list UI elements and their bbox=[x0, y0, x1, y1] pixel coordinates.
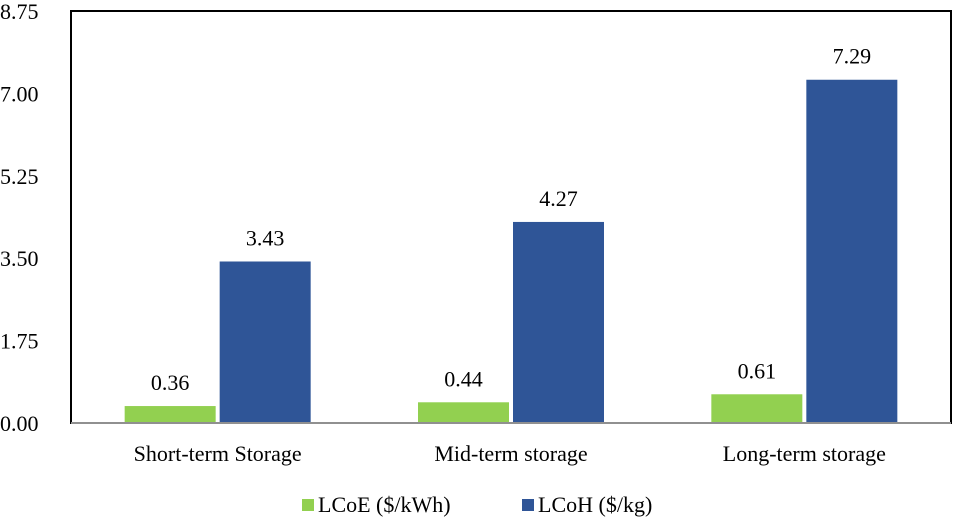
y-tick-label: 8.75 bbox=[0, 0, 39, 24]
legend-swatch bbox=[522, 499, 534, 511]
bar-lcoh bbox=[219, 261, 311, 423]
data-label: 7.29 bbox=[833, 44, 872, 69]
y-axis: 0.00 1.75 3.50 5.25 7.00 8.75 bbox=[0, 0, 39, 436]
data-label: 3.43 bbox=[246, 225, 285, 250]
x-tick-label: Mid-term storage bbox=[434, 441, 587, 466]
legend: LCoE ($/kWh) LCoH ($/kg) bbox=[302, 492, 652, 517]
data-labels: 0.36 3.43 0.44 4.27 0.61 7.29 bbox=[151, 44, 871, 395]
data-label: 0.61 bbox=[738, 358, 777, 383]
bar-lcoe bbox=[418, 402, 509, 423]
bar-lcoh bbox=[513, 221, 604, 423]
y-tick-label: 5.25 bbox=[0, 164, 39, 189]
x-tick-label: Long-term storage bbox=[723, 441, 886, 466]
y-tick-label: 1.75 bbox=[0, 329, 39, 354]
legend-label: LCoE ($/kWh) bbox=[318, 492, 451, 517]
bar-lcoe bbox=[124, 406, 216, 423]
legend-label: LCoH ($/kg) bbox=[538, 492, 652, 517]
legend-swatch bbox=[302, 499, 314, 511]
data-label: 0.44 bbox=[444, 366, 483, 391]
bars bbox=[124, 79, 898, 423]
y-tick-label: 3.50 bbox=[0, 246, 39, 271]
y-tick-label: 7.00 bbox=[0, 81, 39, 106]
data-label: 0.36 bbox=[151, 370, 190, 395]
x-axis: Short-term Storage Mid-term storage Long-t… bbox=[134, 441, 886, 466]
y-tick-label: 0.00 bbox=[0, 411, 39, 436]
data-label: 4.27 bbox=[539, 186, 578, 211]
bar-lcoh bbox=[806, 79, 898, 423]
x-tick-label: Short-term Storage bbox=[134, 441, 302, 466]
bar-lcoe bbox=[711, 394, 803, 423]
